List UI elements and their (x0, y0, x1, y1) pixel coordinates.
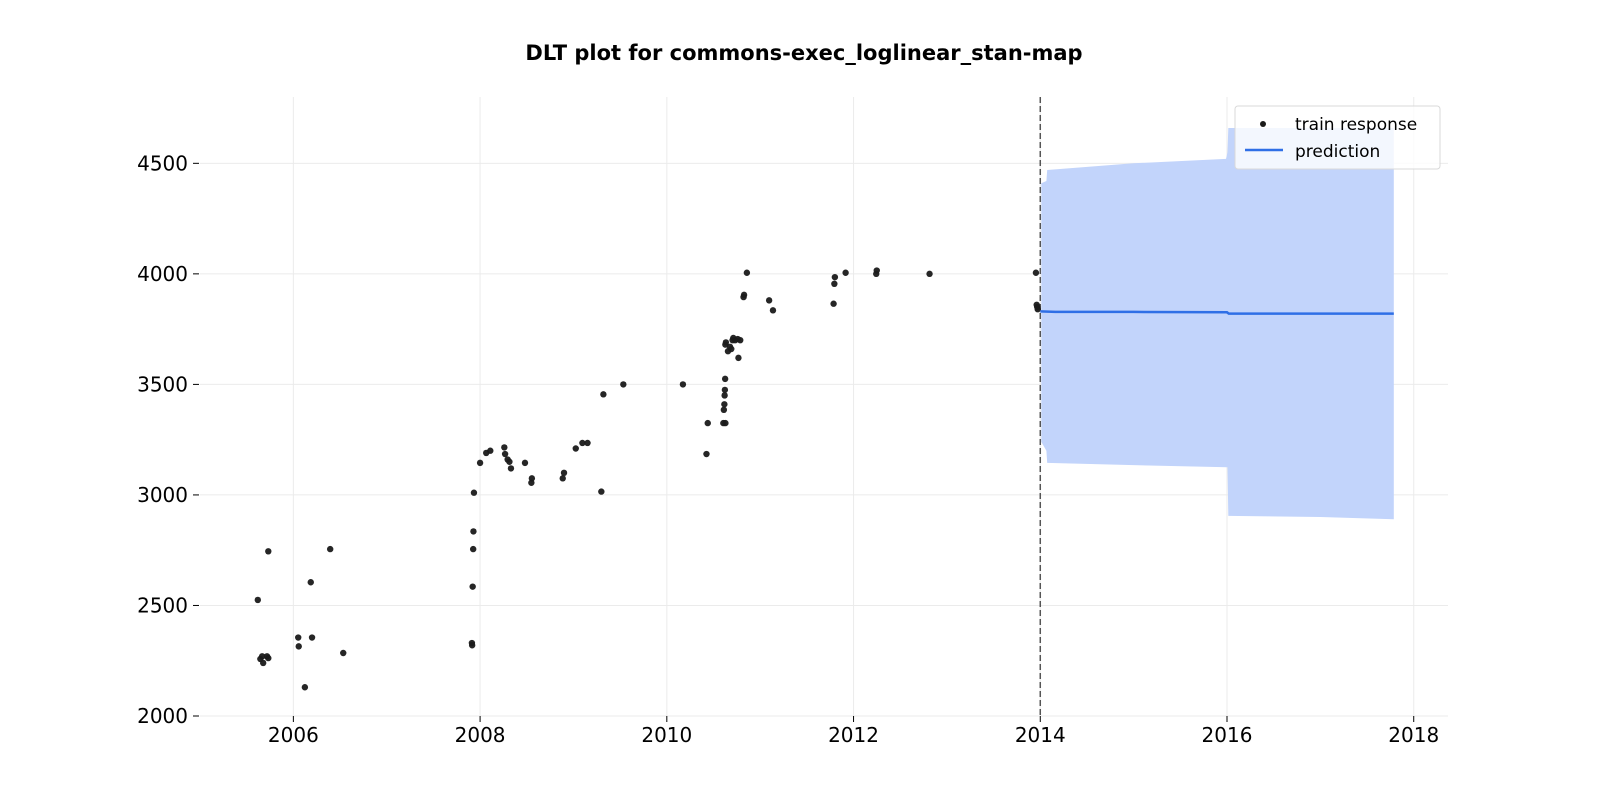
train-response-point (873, 267, 880, 274)
train-response-point (258, 653, 266, 660)
train-response-point (598, 488, 605, 495)
train-response-point (579, 439, 586, 447)
train-response-point (831, 280, 838, 288)
train-response-point (721, 392, 728, 399)
train-response-point (735, 354, 742, 362)
train-response-point (560, 469, 568, 477)
train-response-point (487, 447, 494, 454)
chart-title: DLT plot for commons-exec_loglinear_stan… (525, 41, 1082, 65)
train-response-point (295, 634, 302, 641)
train-response-point (470, 528, 477, 535)
train-response-point (265, 548, 272, 555)
y-tick-label: 4000 (137, 262, 188, 286)
train-response-point (737, 336, 744, 344)
train-response-point (506, 458, 513, 465)
x-tick-label: 2016 (1202, 723, 1253, 747)
train-response-point (259, 659, 267, 667)
x-tick-label: 2008 (455, 723, 506, 747)
y-tick-label: 3500 (137, 372, 188, 396)
x-tick-label: 2006 (268, 723, 319, 747)
train-response-point (721, 375, 729, 383)
train-response-point (501, 450, 509, 458)
train-response-point (1034, 306, 1041, 313)
axis-ticks: 2006 2008 2010 2012 2014 2016 2018 2000 2500 3000… (137, 151, 1439, 747)
y-tick-label: 3000 (137, 483, 188, 507)
train-response-point (307, 579, 314, 586)
train-response-point (521, 459, 529, 467)
train-response-point (528, 475, 536, 482)
train-response-point (720, 406, 728, 414)
train-response-point (721, 386, 729, 394)
y-tick-label: 4500 (137, 151, 188, 175)
legend-train-label: train response (1295, 115, 1417, 135)
train-response-point (572, 445, 579, 452)
train-response-point (679, 381, 687, 388)
train-response-point (765, 297, 773, 304)
train-response-point (308, 634, 316, 641)
train-response-point (295, 643, 302, 650)
train-response-point (468, 642, 476, 649)
x-tick-label: 2012 (828, 723, 879, 747)
train-response-point (842, 269, 849, 276)
train-response-point (476, 459, 484, 467)
train-response-point (326, 545, 334, 553)
legend-train-marker (1260, 121, 1266, 127)
train-response-point (469, 545, 477, 553)
train-response-point (265, 654, 272, 662)
legend-prediction-label: prediction (1295, 142, 1380, 162)
prediction-line-path (1040, 310, 1394, 315)
prediction-band-area (1041, 128, 1394, 520)
train-response-point (254, 596, 262, 604)
train-response-point (831, 273, 839, 281)
train-response-point (722, 339, 730, 346)
train-response-point (469, 583, 476, 590)
train-response-points (254, 267, 1041, 691)
y-tick-label: 2000 (137, 704, 188, 728)
train-response-point (620, 381, 627, 388)
train-response-point (1032, 269, 1040, 276)
train-response-point (728, 345, 735, 353)
prediction-line (1040, 310, 1394, 315)
x-tick-label: 2014 (1015, 723, 1066, 747)
legend: train response prediction (1234, 105, 1441, 170)
train-response-point (600, 391, 607, 398)
train-response-point (740, 291, 748, 299)
train-response-point (926, 270, 933, 278)
train-response-point (704, 419, 711, 427)
train-response-point (830, 300, 837, 307)
x-tick-label: 2018 (1388, 723, 1439, 747)
train-response-point (722, 419, 729, 427)
train-response-point (301, 684, 309, 691)
train-response-point (703, 450, 710, 458)
prediction-band (1041, 128, 1394, 520)
train-response-point (743, 269, 751, 276)
x-tick-label: 2010 (641, 723, 692, 747)
train-response-point (559, 475, 566, 482)
train-response-point (470, 489, 478, 496)
train-response-point (340, 649, 347, 657)
legend-box (1234, 105, 1441, 170)
train-response-point (584, 439, 591, 447)
train-response-point (501, 444, 508, 451)
y-tick-label: 2500 (137, 593, 188, 617)
train-response-point (507, 465, 515, 472)
train-response-point (769, 307, 777, 314)
train-response-point (721, 401, 728, 408)
